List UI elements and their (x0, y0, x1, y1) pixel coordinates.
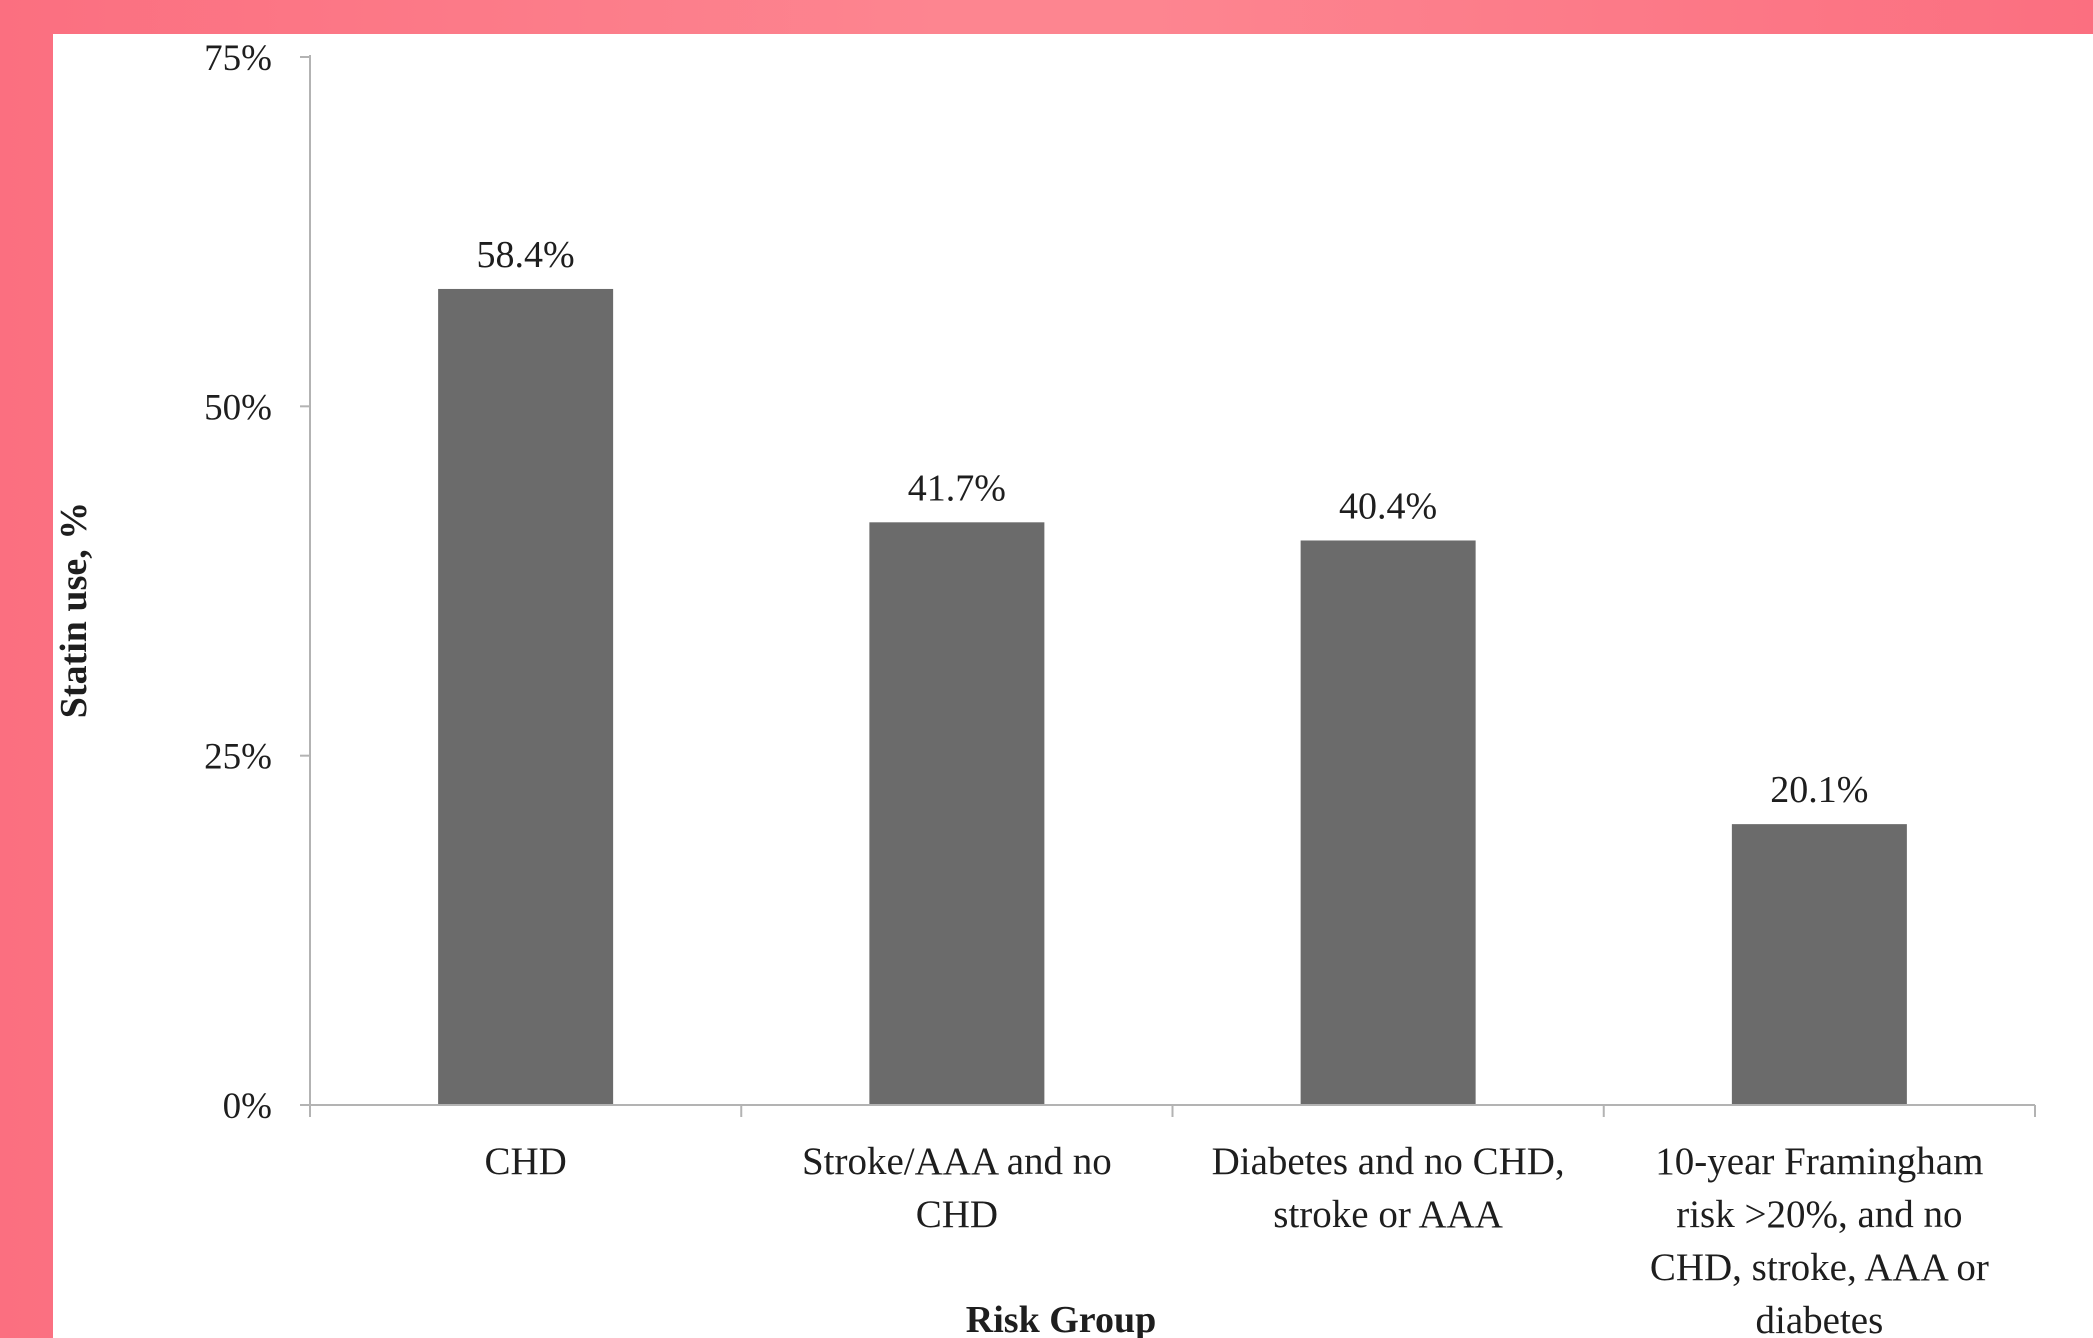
y-tick-label: 50% (204, 387, 272, 428)
x-category-label: Stroke/AAA and no (802, 1140, 1112, 1183)
bars-layer (438, 288, 1907, 1105)
y-tick-label: 75% (204, 38, 272, 79)
bar (1300, 540, 1476, 1105)
y-axis-title: Statin use, % (53, 502, 95, 718)
x-category-label: diabetes (1755, 1299, 1883, 1338)
x-category-label: Diabetes and no CHD, (1212, 1140, 1565, 1183)
data-label: 41.7% (908, 467, 1006, 509)
data-label: 40.4% (1339, 485, 1437, 527)
data-label: 20.1% (1770, 769, 1868, 811)
labels-layer: 0% 25% 50% 75% 58.4% CHD 41.7% Stroke/AAA and n… (204, 38, 1989, 1338)
x-category-label: risk >20%, and no (1676, 1193, 1962, 1236)
x-category-label: CHD, stroke, AAA or (1650, 1246, 1989, 1289)
x-category-label: stroke or AAA (1273, 1193, 1503, 1236)
x-category-label: CHD (484, 1140, 566, 1183)
bar (1731, 824, 1907, 1105)
y-tick-label: 0% (223, 1086, 272, 1127)
data-label: 58.4% (477, 234, 575, 276)
bar (869, 522, 1045, 1105)
y-tick-label: 25% (204, 737, 272, 778)
x-axis-title: Risk Group (966, 1299, 1156, 1338)
axes-layer (300, 55, 2036, 1117)
x-category-label: 10-year Framingham (1655, 1140, 1983, 1183)
bar (438, 288, 614, 1105)
chart-panel (53, 34, 2093, 1338)
x-category-label: CHD (916, 1193, 998, 1236)
